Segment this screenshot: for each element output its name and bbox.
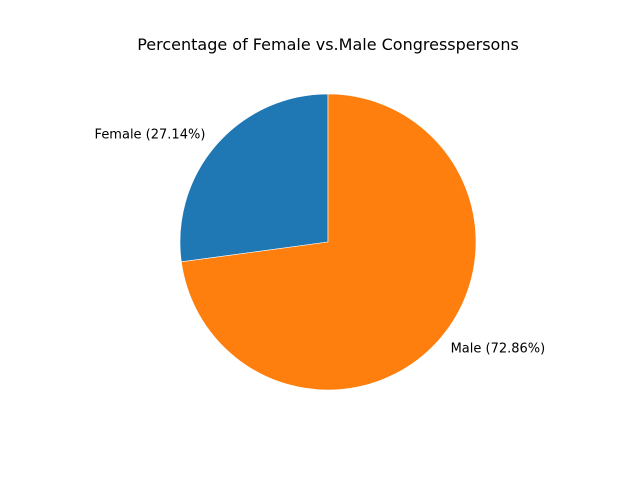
pie-labels: Female (27.14%) Male (72.86%) — [95, 127, 546, 356]
chart-title: Percentage of Female vs.Male Congressper… — [137, 35, 519, 54]
pie-label-male: Male (72.86%) — [451, 342, 546, 357]
pie-slice-female — [179, 93, 329, 263]
pie-label-female: Female (27.14%) — [95, 127, 206, 142]
pie-slice-male — [180, 93, 477, 391]
pie-slices — [179, 93, 477, 391]
